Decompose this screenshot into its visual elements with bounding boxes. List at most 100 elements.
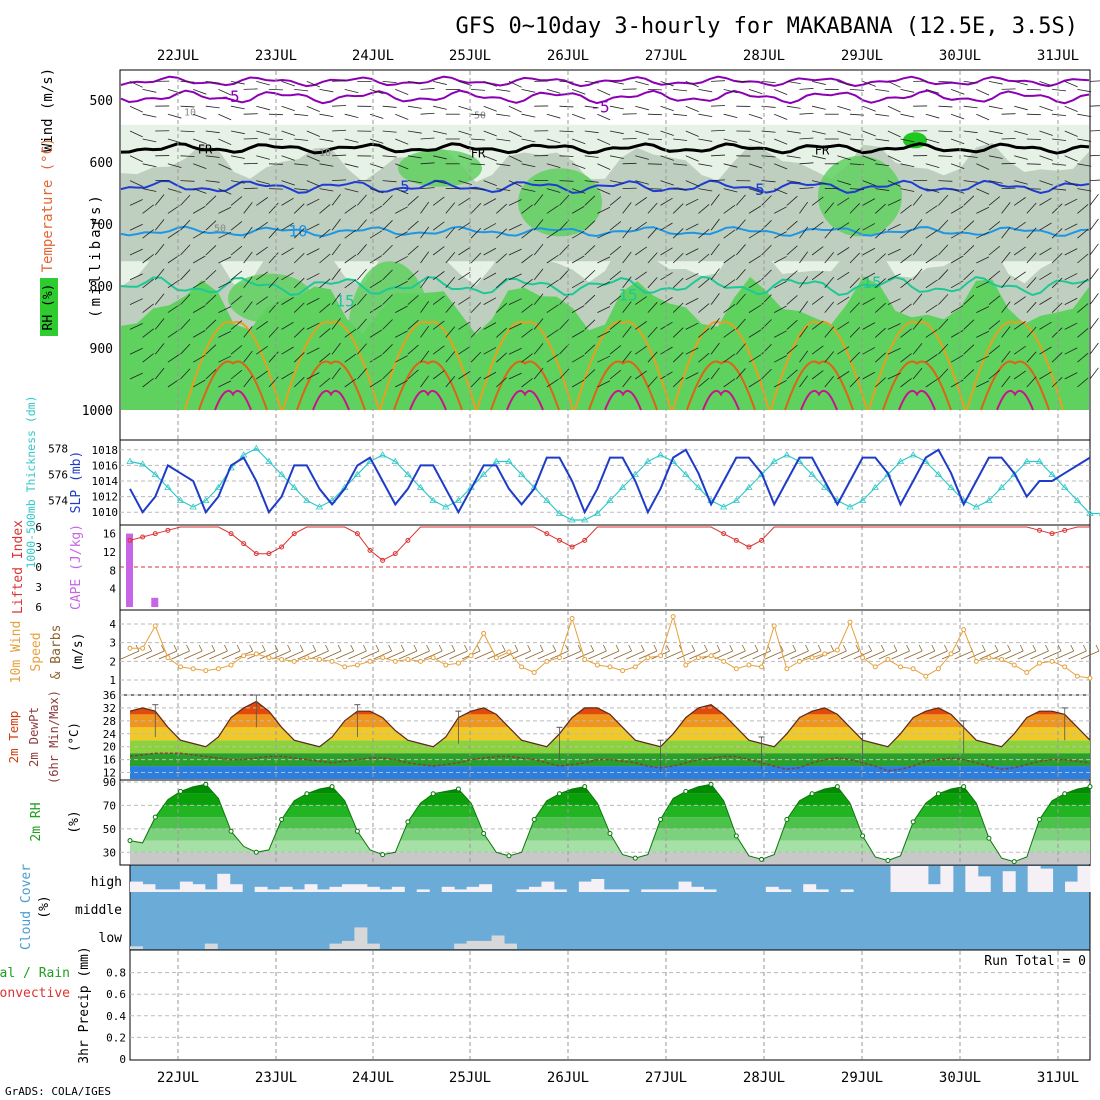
wind-barb <box>950 89 965 95</box>
wind-barb <box>192 305 206 313</box>
surface-barb-flag <box>464 644 468 652</box>
wind-barb <box>597 113 611 121</box>
cloud-cell <box>927 884 941 892</box>
wind-barb <box>369 329 383 338</box>
wind-barb <box>382 244 393 256</box>
wind-barb <box>357 368 367 380</box>
contour-diurnal <box>898 389 936 411</box>
wind-barb <box>799 251 809 264</box>
wind-barb <box>597 231 611 239</box>
wind-barb <box>1001 350 1011 363</box>
precip-convective-label: Convective <box>0 986 70 1001</box>
wind-barb <box>142 188 157 192</box>
wind-barb <box>180 155 195 157</box>
contour-diurnal <box>588 360 658 411</box>
contour-diurnal <box>770 320 868 411</box>
lifted-index-point <box>1062 527 1068 533</box>
wind-barb <box>180 318 191 330</box>
wind-barb <box>458 321 471 330</box>
wind-barb <box>673 138 688 141</box>
wind-speed-point <box>342 664 348 670</box>
wind-barb <box>710 243 720 256</box>
contour-label: FR <box>198 142 213 156</box>
rh-point <box>632 855 638 861</box>
wind-barb <box>559 343 570 355</box>
wind-barb <box>1064 81 1078 88</box>
wind-barb <box>420 226 430 239</box>
wind-barb <box>218 113 232 121</box>
date-label-bottom: 30JUL <box>939 1070 981 1086</box>
wind-barb <box>597 355 611 363</box>
wind-barb <box>774 113 788 120</box>
wind-barb <box>306 105 320 113</box>
wind-barb <box>407 369 419 380</box>
wind-barb <box>812 155 826 160</box>
surface-barb-flag <box>716 644 721 652</box>
cloud-cell <box>329 943 343 949</box>
wind-barb <box>407 319 419 330</box>
surface-barb-flag <box>1019 644 1024 652</box>
wind-barb <box>521 353 533 363</box>
wind-barb <box>533 243 544 256</box>
wind-barb <box>533 194 544 206</box>
lifted-index-point <box>367 547 373 553</box>
wind-barb <box>824 202 835 214</box>
wind-barb <box>433 105 447 110</box>
wind-speed-point <box>670 614 676 620</box>
surface-barb <box>360 650 380 660</box>
wind-barb <box>950 305 964 313</box>
surface-barb-flag <box>388 644 392 652</box>
wind-barb <box>1052 89 1067 92</box>
wind-barb <box>445 351 456 363</box>
wind-barb <box>306 155 320 162</box>
wind-barb <box>900 353 912 363</box>
wind-speed-point <box>304 655 310 661</box>
wind-barb <box>837 346 850 355</box>
wind-barb <box>874 278 886 289</box>
surface-barb-flag <box>817 644 822 652</box>
precip-tick: 0.8 <box>106 967 126 980</box>
date-label-top: 22JUL <box>157 48 199 64</box>
wind-barb <box>571 138 586 145</box>
rh-point <box>455 786 461 792</box>
wind-barb <box>180 269 191 281</box>
wind-barb <box>205 195 217 206</box>
wind-speed-point <box>594 662 600 668</box>
thickness-point <box>745 483 753 490</box>
wind-barb <box>571 354 585 363</box>
lifted-index-point <box>556 537 562 543</box>
wind-barb <box>862 180 876 186</box>
wind-barb <box>129 347 143 355</box>
thickness-point <box>947 483 955 490</box>
wind-barb <box>597 281 611 289</box>
wind-barb <box>193 138 207 145</box>
wind-barb <box>369 138 384 144</box>
thickness-point <box>151 470 159 477</box>
cloud-cell <box>379 889 393 892</box>
cloud-cell <box>292 889 306 892</box>
wind-barb <box>281 272 294 281</box>
wind-barb <box>988 345 1001 355</box>
wind-barb <box>395 355 408 363</box>
wind-barb <box>1064 297 1078 305</box>
wind-barb <box>988 369 1001 380</box>
wind-barb <box>1039 130 1053 136</box>
wind-barb <box>609 81 624 85</box>
wind-barb <box>331 193 341 206</box>
precip-run-total: Run Total = 0 <box>984 954 1086 969</box>
surface-barb-flag <box>438 644 443 652</box>
wind-speed-point <box>986 655 992 661</box>
wind-speed-point <box>999 656 1005 662</box>
below-surface <box>121 410 1089 439</box>
wind-barb <box>306 297 320 305</box>
cape-bar <box>126 533 133 607</box>
surface-barb <box>1068 650 1087 660</box>
surface-barb <box>209 650 228 660</box>
temp-label-1: 2m Temp <box>6 711 21 764</box>
wind-barb <box>192 354 206 363</box>
wind-barb <box>584 245 596 256</box>
cloud-cell <box>504 943 517 949</box>
wind-speed-point <box>1074 673 1080 679</box>
wind-barb <box>293 203 305 214</box>
contour-minus5-upper <box>120 75 1090 88</box>
